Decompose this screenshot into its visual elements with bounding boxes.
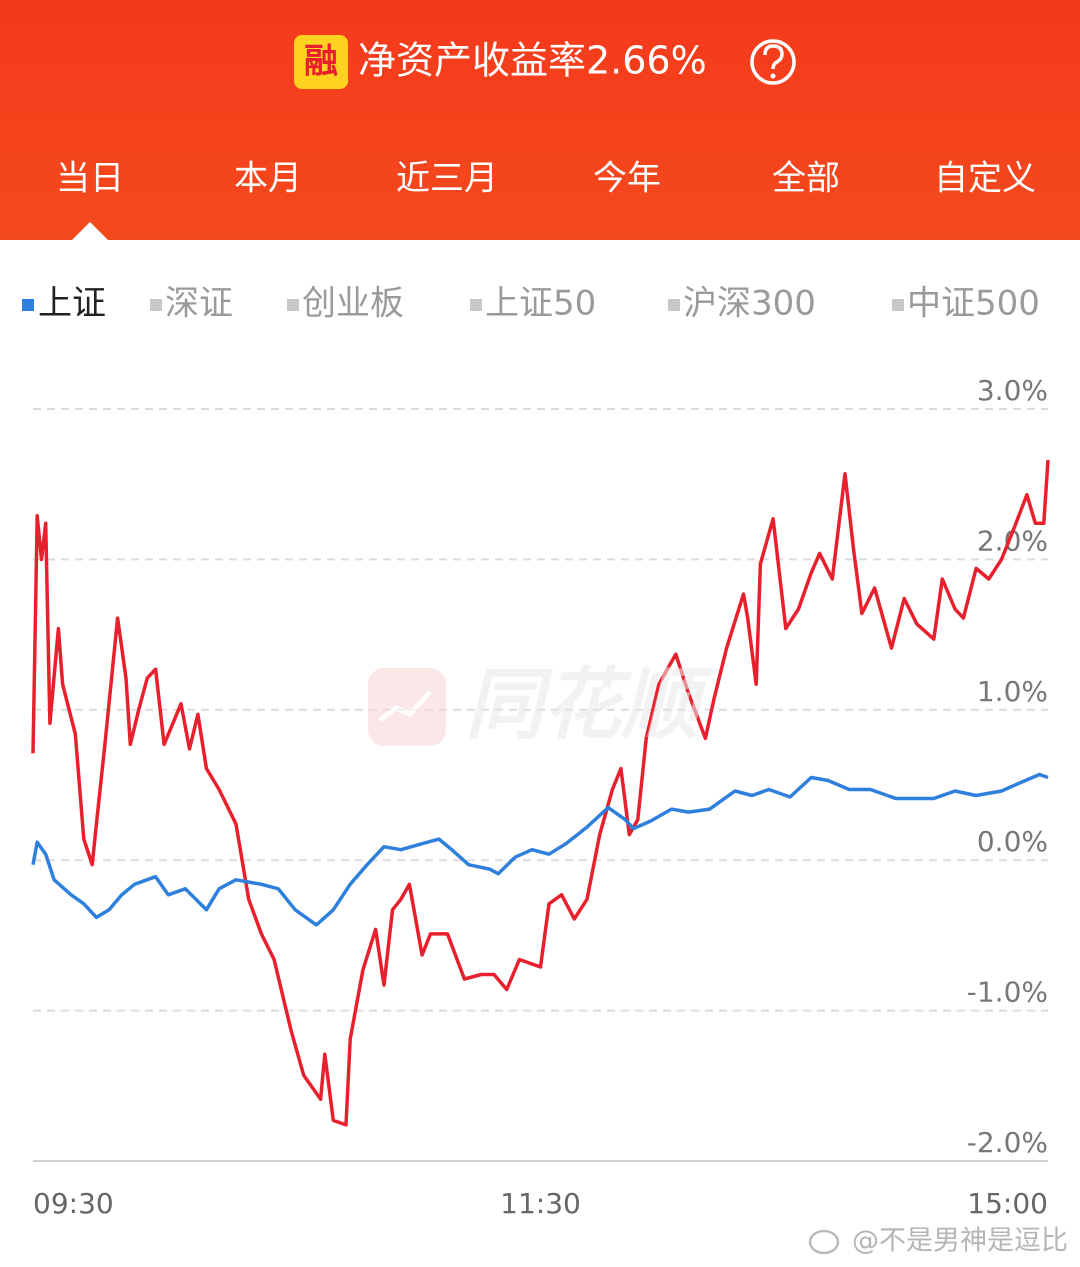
x-tick-label: 11:30 [500,1187,581,1220]
legend-label[interactable]: 中证500 [907,284,1040,324]
help-icon[interactable] [750,39,796,85]
tab[interactable]: 自定义 [934,159,1036,199]
y-tick-label: 1.0% [977,675,1048,708]
legend-swatch [22,299,34,311]
tab[interactable]: 今年 [593,159,661,199]
legend-label[interactable]: 上证50 [485,284,596,324]
legend-swatch [470,299,482,311]
legend-swatch [287,299,299,311]
y-tick-label: -2.0% [967,1126,1048,1159]
tab[interactable]: 全部 [772,159,840,199]
y-tick-label: 3.0% [977,374,1048,407]
tab[interactable]: 本月 [234,159,302,199]
series-line [31,772,1049,927]
y-tick-label: 0.0% [977,825,1048,858]
tab[interactable]: 近三月 [396,159,498,199]
legend-label[interactable]: 创业板 [302,284,404,324]
series-line [31,459,1050,1127]
legend-label[interactable]: 沪深300 [683,284,816,324]
legend-label[interactable]: 深证 [165,284,233,324]
watermark: 同花顺 [368,660,713,750]
header-title: 净资产收益率2.66% [358,39,707,83]
legend-swatch [150,299,162,311]
x-tick-label: 09:30 [33,1187,114,1220]
y-tick-label: -1.0% [967,976,1048,1009]
credit: @不是男神是逗比 [808,1226,1068,1257]
badge-text: 融 [304,42,338,82]
tab[interactable]: 当日 [56,159,124,199]
legend-swatch [892,299,904,311]
badge [294,35,348,89]
watermark-text: 同花顺 [465,660,713,750]
tab-indicator [72,222,108,240]
x-tick-label: 15:00 [967,1187,1048,1220]
header-bg [0,0,1080,240]
credit-text: @不是男神是逗比 [852,1226,1068,1257]
legend-swatch [668,299,680,311]
legend-label[interactable]: 上证 [38,284,106,324]
